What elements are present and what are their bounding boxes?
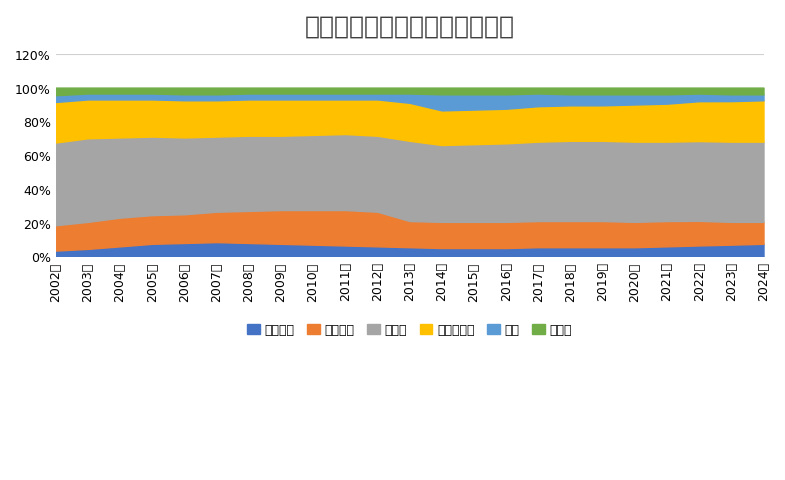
Title: 非正規の中での就業形態別割合: 非正規の中での就業形態別割合 xyxy=(305,15,515,39)
Legend: 派遣社員, 契約社員, パート, アルバイト, 嘱託, その他: 派遣社員, 契約社員, パート, アルバイト, 嘱託, その他 xyxy=(242,319,577,342)
